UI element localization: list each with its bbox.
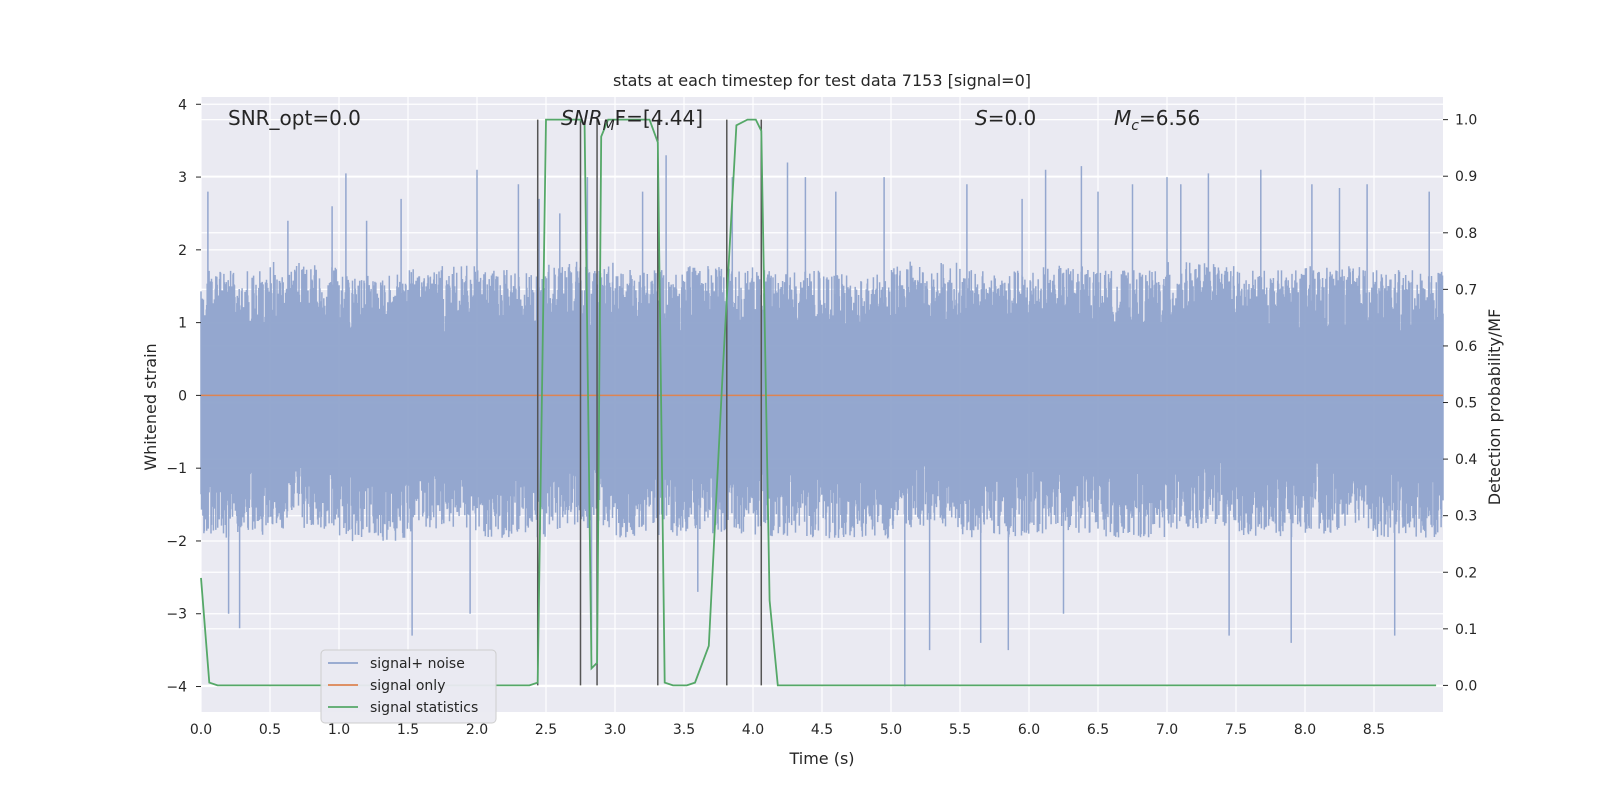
y-right-tick-label: 0.6: [1455, 339, 1477, 355]
y-right-tick-label: 0.8: [1455, 226, 1477, 242]
mc-annotation: Mc=6.56: [1114, 106, 1200, 134]
legend: signal+ noise signal only signal statistic…: [320, 649, 497, 724]
y-right-tick-label: 0.4: [1455, 452, 1477, 468]
y-right-tick-label: 0.3: [1455, 509, 1477, 525]
x-tick-label: 7.0: [1156, 722, 1178, 738]
x-tick-label: 2.5: [535, 722, 557, 738]
x-tick-label: 5.5: [949, 722, 971, 738]
y-left-tick-label: 3: [178, 170, 187, 186]
y-left-tick-label: 1: [178, 316, 187, 332]
snr-mf-annotation: SNRMF=[4.44]: [561, 106, 703, 134]
y-right-tick-label: 0.9: [1455, 169, 1477, 185]
x-tick-label: 4.5: [811, 722, 833, 738]
snr-opt-annotation: SNR_opt=0.0: [228, 106, 361, 130]
x-tick-label: 7.5: [1225, 722, 1247, 738]
x-tick-label: 3.0: [604, 722, 626, 738]
y-left-tick-label: −2: [166, 534, 187, 550]
y-right-tick-label: 0.2: [1455, 565, 1477, 581]
x-axis-label: Time (s): [788, 749, 854, 768]
y-right-tick-label: 0.1: [1455, 622, 1477, 638]
x-tick-label: 8.0: [1294, 722, 1316, 738]
x-tick-label: 6.5: [1087, 722, 1109, 738]
x-tick-label: 5.0: [880, 722, 902, 738]
y-right-tick-label: 0.0: [1455, 678, 1477, 694]
x-tick-label: 2.0: [466, 722, 488, 738]
x-tick-label: 3.5: [673, 722, 695, 738]
x-tick-label: 1.0: [328, 722, 350, 738]
y-right-tick-label: 1.0: [1455, 113, 1477, 129]
x-tick-label: 8.5: [1363, 722, 1385, 738]
x-tick-label: 1.5: [397, 722, 419, 738]
y-axis-left-label: Whitened strain: [141, 343, 160, 470]
y-left-tick-label: 2: [178, 243, 187, 259]
x-tick-label: 0.5: [259, 722, 281, 738]
x-tick-label: 6.0: [1018, 722, 1040, 738]
y-left-tick-label: −4: [166, 680, 187, 696]
y-left-tick-label: −1: [166, 461, 187, 477]
y-right-tick-label: 0.7: [1455, 282, 1477, 298]
legend-label: signal only: [370, 678, 445, 694]
y-left-tick-label: 4: [178, 97, 187, 113]
chart-title: stats at each timestep for test data 715…: [613, 71, 1031, 90]
annotations: SNR_opt=0.0 SNRMF=[4.44] S=0.0 Mc=6.56: [228, 106, 1200, 134]
axis-ticks: 0.0 0.5 1.0 1.5 2.0 2.5 3.0 3.5 4.0 4.5 5.0 5.5 6.0 6…: [166, 97, 1477, 738]
legend-label: signal statistics: [370, 700, 478, 716]
legend-label: signal+ noise: [370, 656, 465, 672]
y-left-tick-label: 0: [178, 388, 187, 404]
y-axis-right-label: Detection probability/MF: [1485, 309, 1504, 506]
x-tick-label: 0.0: [190, 722, 212, 738]
s-stat-annotation: S=0.0: [975, 106, 1036, 130]
legend-box: [320, 649, 497, 724]
y-right-tick-label: 0.5: [1455, 396, 1477, 412]
y-left-tick-label: −3: [166, 607, 187, 623]
x-tick-label: 4.0: [742, 722, 764, 738]
